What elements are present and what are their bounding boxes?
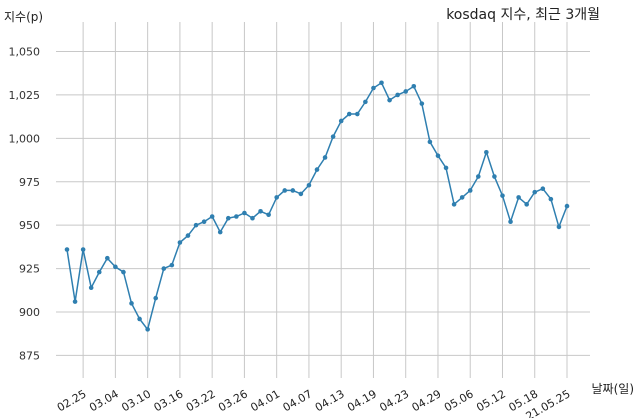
data-point — [363, 99, 368, 105]
chart-title: kosdaq 지수, 최근 3개월 — [446, 7, 600, 23]
data-point — [185, 233, 191, 238]
data-point — [88, 285, 94, 290]
data-point — [475, 174, 481, 179]
data-point — [217, 229, 223, 235]
data-point — [153, 295, 159, 301]
data-point — [540, 186, 546, 192]
y-tick-label: 900 — [19, 306, 40, 319]
data-point — [225, 215, 231, 221]
x-tick-label: 04.01 — [248, 387, 282, 414]
data-point — [209, 214, 215, 219]
data-point — [371, 85, 376, 91]
x-tick-label: 04.19 — [345, 387, 379, 414]
data-point — [193, 222, 199, 228]
x-tick-label: 04.07 — [281, 387, 315, 414]
data-point — [427, 139, 433, 145]
x-tick-label: 04.29 — [410, 387, 444, 414]
data-point — [532, 189, 538, 195]
data-point — [282, 188, 288, 193]
y-tick-label: 1,050 — [9, 46, 41, 59]
x-tick-label: 02.25 — [55, 387, 89, 414]
y-tick-label: 925 — [19, 263, 40, 276]
data-point — [387, 97, 392, 103]
x-axis-label: 날짜(일) — [591, 382, 634, 396]
data-point — [379, 80, 384, 86]
data-point — [169, 262, 175, 268]
data-point — [72, 299, 78, 304]
data-point — [443, 165, 449, 171]
data-point — [314, 167, 320, 172]
data-point — [96, 269, 102, 275]
x-tick-label: 03.16 — [152, 387, 186, 414]
data-point — [556, 224, 562, 230]
data-point — [298, 191, 304, 197]
data-point — [355, 111, 360, 117]
data-point — [467, 188, 473, 193]
y-tick-label: 950 — [19, 219, 40, 232]
x-tick-label: 04.23 — [377, 387, 411, 414]
data-point — [80, 247, 86, 252]
data-point — [346, 111, 352, 117]
x-tick-label: 03.26 — [216, 387, 250, 414]
grid — [56, 22, 590, 378]
data-point — [145, 327, 150, 332]
y-tick-label: 1,025 — [9, 89, 41, 102]
data-point — [459, 195, 465, 200]
data-point — [177, 240, 183, 245]
x-tick-label: 03.04 — [87, 387, 121, 414]
x-tick-label: 04.13 — [313, 387, 347, 414]
x-tick-label: 05.06 — [442, 387, 476, 414]
data-point — [137, 316, 142, 322]
y-tick-label: 975 — [19, 176, 40, 189]
data-point — [64, 247, 70, 252]
data-point — [484, 149, 489, 155]
data-point — [306, 182, 312, 188]
data-point — [266, 212, 271, 218]
series-points — [64, 80, 570, 332]
data-point — [105, 255, 110, 261]
data-point — [201, 219, 207, 225]
data-point — [258, 208, 263, 214]
data-point — [492, 174, 497, 179]
data-point — [161, 266, 167, 271]
data-point — [113, 264, 118, 270]
data-point — [338, 118, 344, 124]
y-axis-ticks: 875 900 925 950 975 1,000 1,025 1,050 — [9, 46, 41, 363]
data-point — [411, 83, 417, 89]
data-point — [129, 301, 134, 306]
data-point — [290, 188, 296, 193]
x-tick-label: 03.10 — [119, 387, 153, 414]
data-point — [121, 269, 126, 275]
data-point — [451, 202, 457, 207]
data-point — [322, 155, 328, 160]
data-point — [508, 219, 513, 225]
data-point — [242, 210, 247, 216]
data-point — [564, 203, 570, 209]
y-axis-label: 지수(p) — [4, 10, 44, 24]
x-tick-label: 05.12 — [474, 387, 508, 414]
data-point — [524, 202, 529, 207]
data-point — [250, 215, 255, 221]
data-point — [395, 92, 400, 98]
data-point — [330, 134, 336, 139]
y-tick-label: 875 — [19, 349, 40, 362]
data-point — [234, 214, 239, 219]
x-tick-label: 03.22 — [184, 387, 218, 414]
data-point — [548, 196, 554, 202]
x-axis-ticks: 02.2503.0403.1003.1603.2203.2604.0104.07… — [55, 387, 573, 418]
data-point — [516, 195, 521, 200]
y-tick-label: 1,000 — [9, 132, 41, 145]
data-point — [435, 153, 441, 159]
series-line — [66, 81, 568, 332]
data-point — [403, 89, 409, 94]
data-point — [419, 101, 425, 106]
data-point — [500, 193, 505, 198]
data-point — [274, 195, 279, 200]
